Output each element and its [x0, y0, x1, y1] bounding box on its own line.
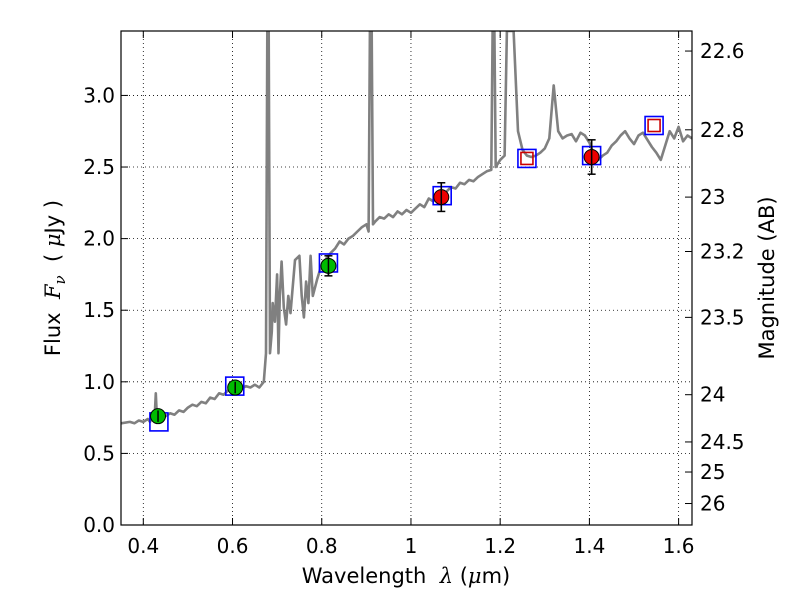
y-tick-label: 3.0 [83, 83, 115, 107]
model-flux-inner-marker [520, 151, 534, 166]
y-axis-label: Flux Fν ( μJy ) [41, 200, 69, 356]
y2-tick-label: 23.2 [700, 240, 745, 264]
y2-tick-label: 25 [700, 460, 725, 484]
y2-tick-label: 24 [700, 383, 725, 407]
x-tick-label: 1.6 [663, 534, 695, 558]
y2-axis-label: Magnitude (AB) [755, 196, 779, 359]
y-tick-label: 0.5 [83, 441, 115, 465]
y2-tick-label: 24.5 [700, 430, 745, 454]
model-flux-inner-marker [647, 118, 661, 133]
model-flux-marker [517, 148, 537, 169]
y2-tick-label: 23 [700, 185, 725, 209]
x-axis-label: Wavelength λ (μm) [302, 564, 510, 588]
x-tick-label: 0.4 [127, 534, 159, 558]
y2-tick-label: 22.8 [700, 118, 745, 142]
model-flux-marker [644, 115, 664, 136]
x-tick-label: 0.8 [306, 534, 338, 558]
plot-area [121, 31, 692, 432]
y2-tick-label: 22.6 [700, 39, 745, 63]
spectrum-line [121, 31, 692, 425]
y-tick-label: 2.0 [83, 227, 115, 251]
x-tick-label: 1.4 [573, 534, 605, 558]
y-tick-label: 1.0 [83, 370, 115, 394]
x-tick-label: 1 [405, 534, 418, 558]
y2-tick-label: 23.5 [700, 305, 745, 329]
grid [121, 31, 692, 526]
plot-frame [120, 30, 693, 526]
y2-tick-label: 26 [700, 492, 725, 516]
y-tick-label: 1.5 [83, 298, 115, 322]
y-tick-label: 2.5 [83, 155, 115, 179]
axis-ticks: 0.4 0.6 0.8 1 1.2 1.4 1.6 0.0 0.5 1.0 1.5 2.0 2.5 3.0… [83, 31, 745, 558]
x-tick-label: 1.2 [484, 534, 516, 558]
y-tick-label: 0.0 [83, 513, 115, 537]
x-tick-label: 0.6 [217, 534, 249, 558]
